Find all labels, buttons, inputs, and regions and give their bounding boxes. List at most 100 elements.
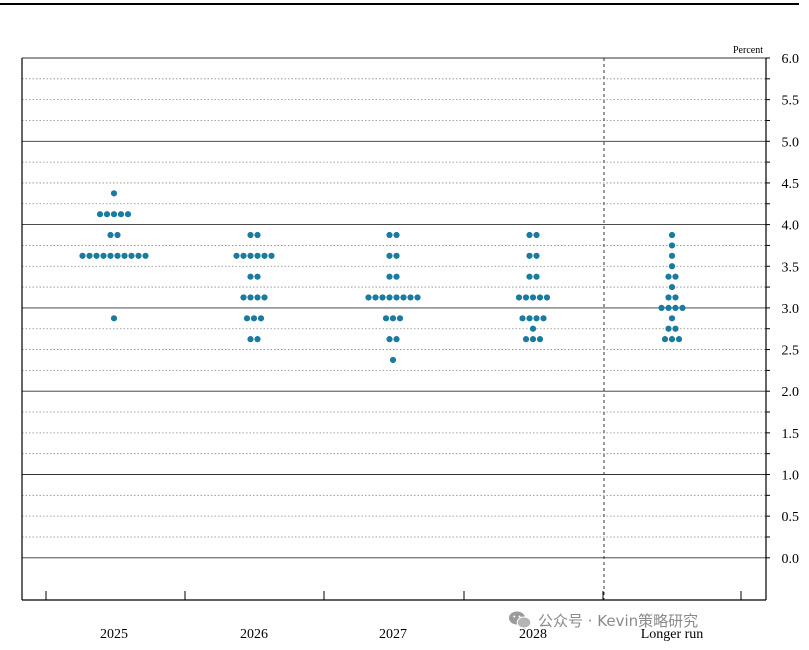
data-dot bbox=[100, 252, 107, 259]
data-dot bbox=[522, 336, 530, 343]
data-dot bbox=[522, 294, 530, 301]
y-tick-label: 6.0 bbox=[782, 52, 800, 67]
unit-label: Percent bbox=[733, 45, 763, 56]
data-dot bbox=[142, 252, 149, 259]
y-tick-label: 5.5 bbox=[782, 94, 800, 109]
data-dot bbox=[254, 336, 261, 343]
data-dot bbox=[393, 336, 400, 343]
data-dot bbox=[257, 315, 265, 322]
y-tick-label: 4.5 bbox=[782, 177, 800, 192]
data-dot bbox=[247, 294, 254, 301]
y-tick-label: 5.0 bbox=[782, 135, 800, 150]
axes bbox=[21, 57, 770, 601]
data-dot bbox=[261, 294, 268, 301]
data-dot bbox=[247, 336, 254, 343]
data-dot bbox=[536, 294, 544, 301]
data-dot bbox=[533, 231, 540, 239]
data-dot bbox=[529, 325, 537, 332]
x-tick-labels: 2025 2026 2027 2028 Longer run bbox=[100, 627, 703, 642]
data-dot bbox=[254, 273, 261, 280]
data-dot bbox=[254, 252, 261, 259]
data-dot bbox=[665, 304, 672, 311]
data-dot bbox=[114, 231, 121, 239]
data-dot bbox=[240, 252, 247, 259]
data-dot bbox=[396, 315, 404, 322]
data-dot bbox=[526, 231, 533, 239]
data-dot bbox=[128, 252, 135, 259]
data-dot bbox=[393, 231, 400, 239]
data-dot bbox=[672, 294, 679, 301]
data-dot bbox=[672, 304, 679, 311]
data-dot bbox=[135, 252, 142, 259]
data-dot bbox=[261, 252, 268, 259]
data-dot bbox=[110, 211, 118, 218]
data-dot bbox=[529, 294, 537, 301]
data-dot bbox=[543, 294, 551, 301]
data-dot bbox=[107, 252, 114, 259]
data-dot bbox=[679, 304, 686, 311]
data-dot bbox=[526, 273, 533, 280]
data-dot bbox=[658, 304, 665, 311]
data-dot bbox=[240, 294, 247, 301]
data-dot bbox=[665, 273, 672, 280]
gridlines bbox=[22, 57, 766, 559]
data-dot bbox=[389, 315, 397, 322]
data-dot bbox=[386, 252, 393, 259]
data-dot bbox=[533, 273, 540, 280]
data-dot bbox=[96, 211, 104, 218]
data-dot bbox=[672, 273, 679, 280]
data-dot bbox=[268, 252, 275, 259]
data-dot bbox=[414, 294, 421, 301]
x-tick-label: 2028 bbox=[519, 627, 547, 642]
data-dot bbox=[668, 283, 676, 291]
data-dot bbox=[379, 294, 386, 301]
data-dot bbox=[79, 252, 86, 259]
data-dot bbox=[107, 231, 114, 239]
data-dot bbox=[668, 242, 676, 249]
data-dot bbox=[386, 294, 393, 301]
data-dot bbox=[668, 231, 676, 239]
data-dot bbox=[382, 315, 390, 322]
y-tick-label: 3.0 bbox=[782, 302, 800, 317]
y-tick-labels: 6.0 5.5 5.0 4.5 4.0 3.5 3.0 2.5 2.0 1.5 1.0 0.5 0.0 bbox=[782, 52, 800, 567]
data-dot bbox=[672, 325, 679, 332]
x-tick-label: Longer run bbox=[641, 627, 704, 642]
watermark: 公众号 · Kevin策略研究 bbox=[508, 607, 698, 633]
data-dot bbox=[117, 211, 125, 218]
data-dot bbox=[254, 294, 261, 301]
data-dot bbox=[103, 211, 111, 218]
data-dot bbox=[393, 294, 400, 301]
data-dot bbox=[247, 273, 254, 280]
y-tick-label: 3.5 bbox=[782, 260, 800, 275]
data-dot bbox=[675, 336, 683, 343]
data-dot bbox=[526, 315, 533, 322]
data-dot bbox=[519, 315, 526, 322]
data-dot bbox=[661, 336, 669, 343]
dots bbox=[79, 190, 686, 364]
x-tick-label: 2026 bbox=[240, 627, 268, 642]
data-dot bbox=[407, 294, 414, 301]
data-dot bbox=[250, 315, 258, 322]
data-dot bbox=[668, 315, 676, 322]
data-dot bbox=[533, 315, 540, 322]
data-dot bbox=[389, 356, 397, 364]
data-dot bbox=[386, 231, 393, 239]
data-dot bbox=[515, 294, 523, 301]
data-dot bbox=[386, 273, 393, 280]
y-tick-label: 0.5 bbox=[782, 510, 800, 525]
data-dot bbox=[386, 336, 393, 343]
y-tick-label: 2.0 bbox=[782, 385, 800, 400]
data-dot bbox=[529, 336, 537, 343]
data-dot bbox=[665, 294, 672, 301]
x-tick-label: 2025 bbox=[100, 627, 128, 642]
data-dot bbox=[668, 336, 676, 343]
y-tick-label: 4.0 bbox=[782, 219, 800, 234]
data-dot bbox=[114, 252, 121, 259]
data-dot bbox=[247, 231, 254, 239]
data-dot bbox=[668, 252, 676, 259]
data-dot bbox=[233, 252, 240, 259]
y-tick-label: 0.0 bbox=[782, 552, 800, 567]
data-dot bbox=[372, 294, 379, 301]
data-dot bbox=[400, 294, 407, 301]
